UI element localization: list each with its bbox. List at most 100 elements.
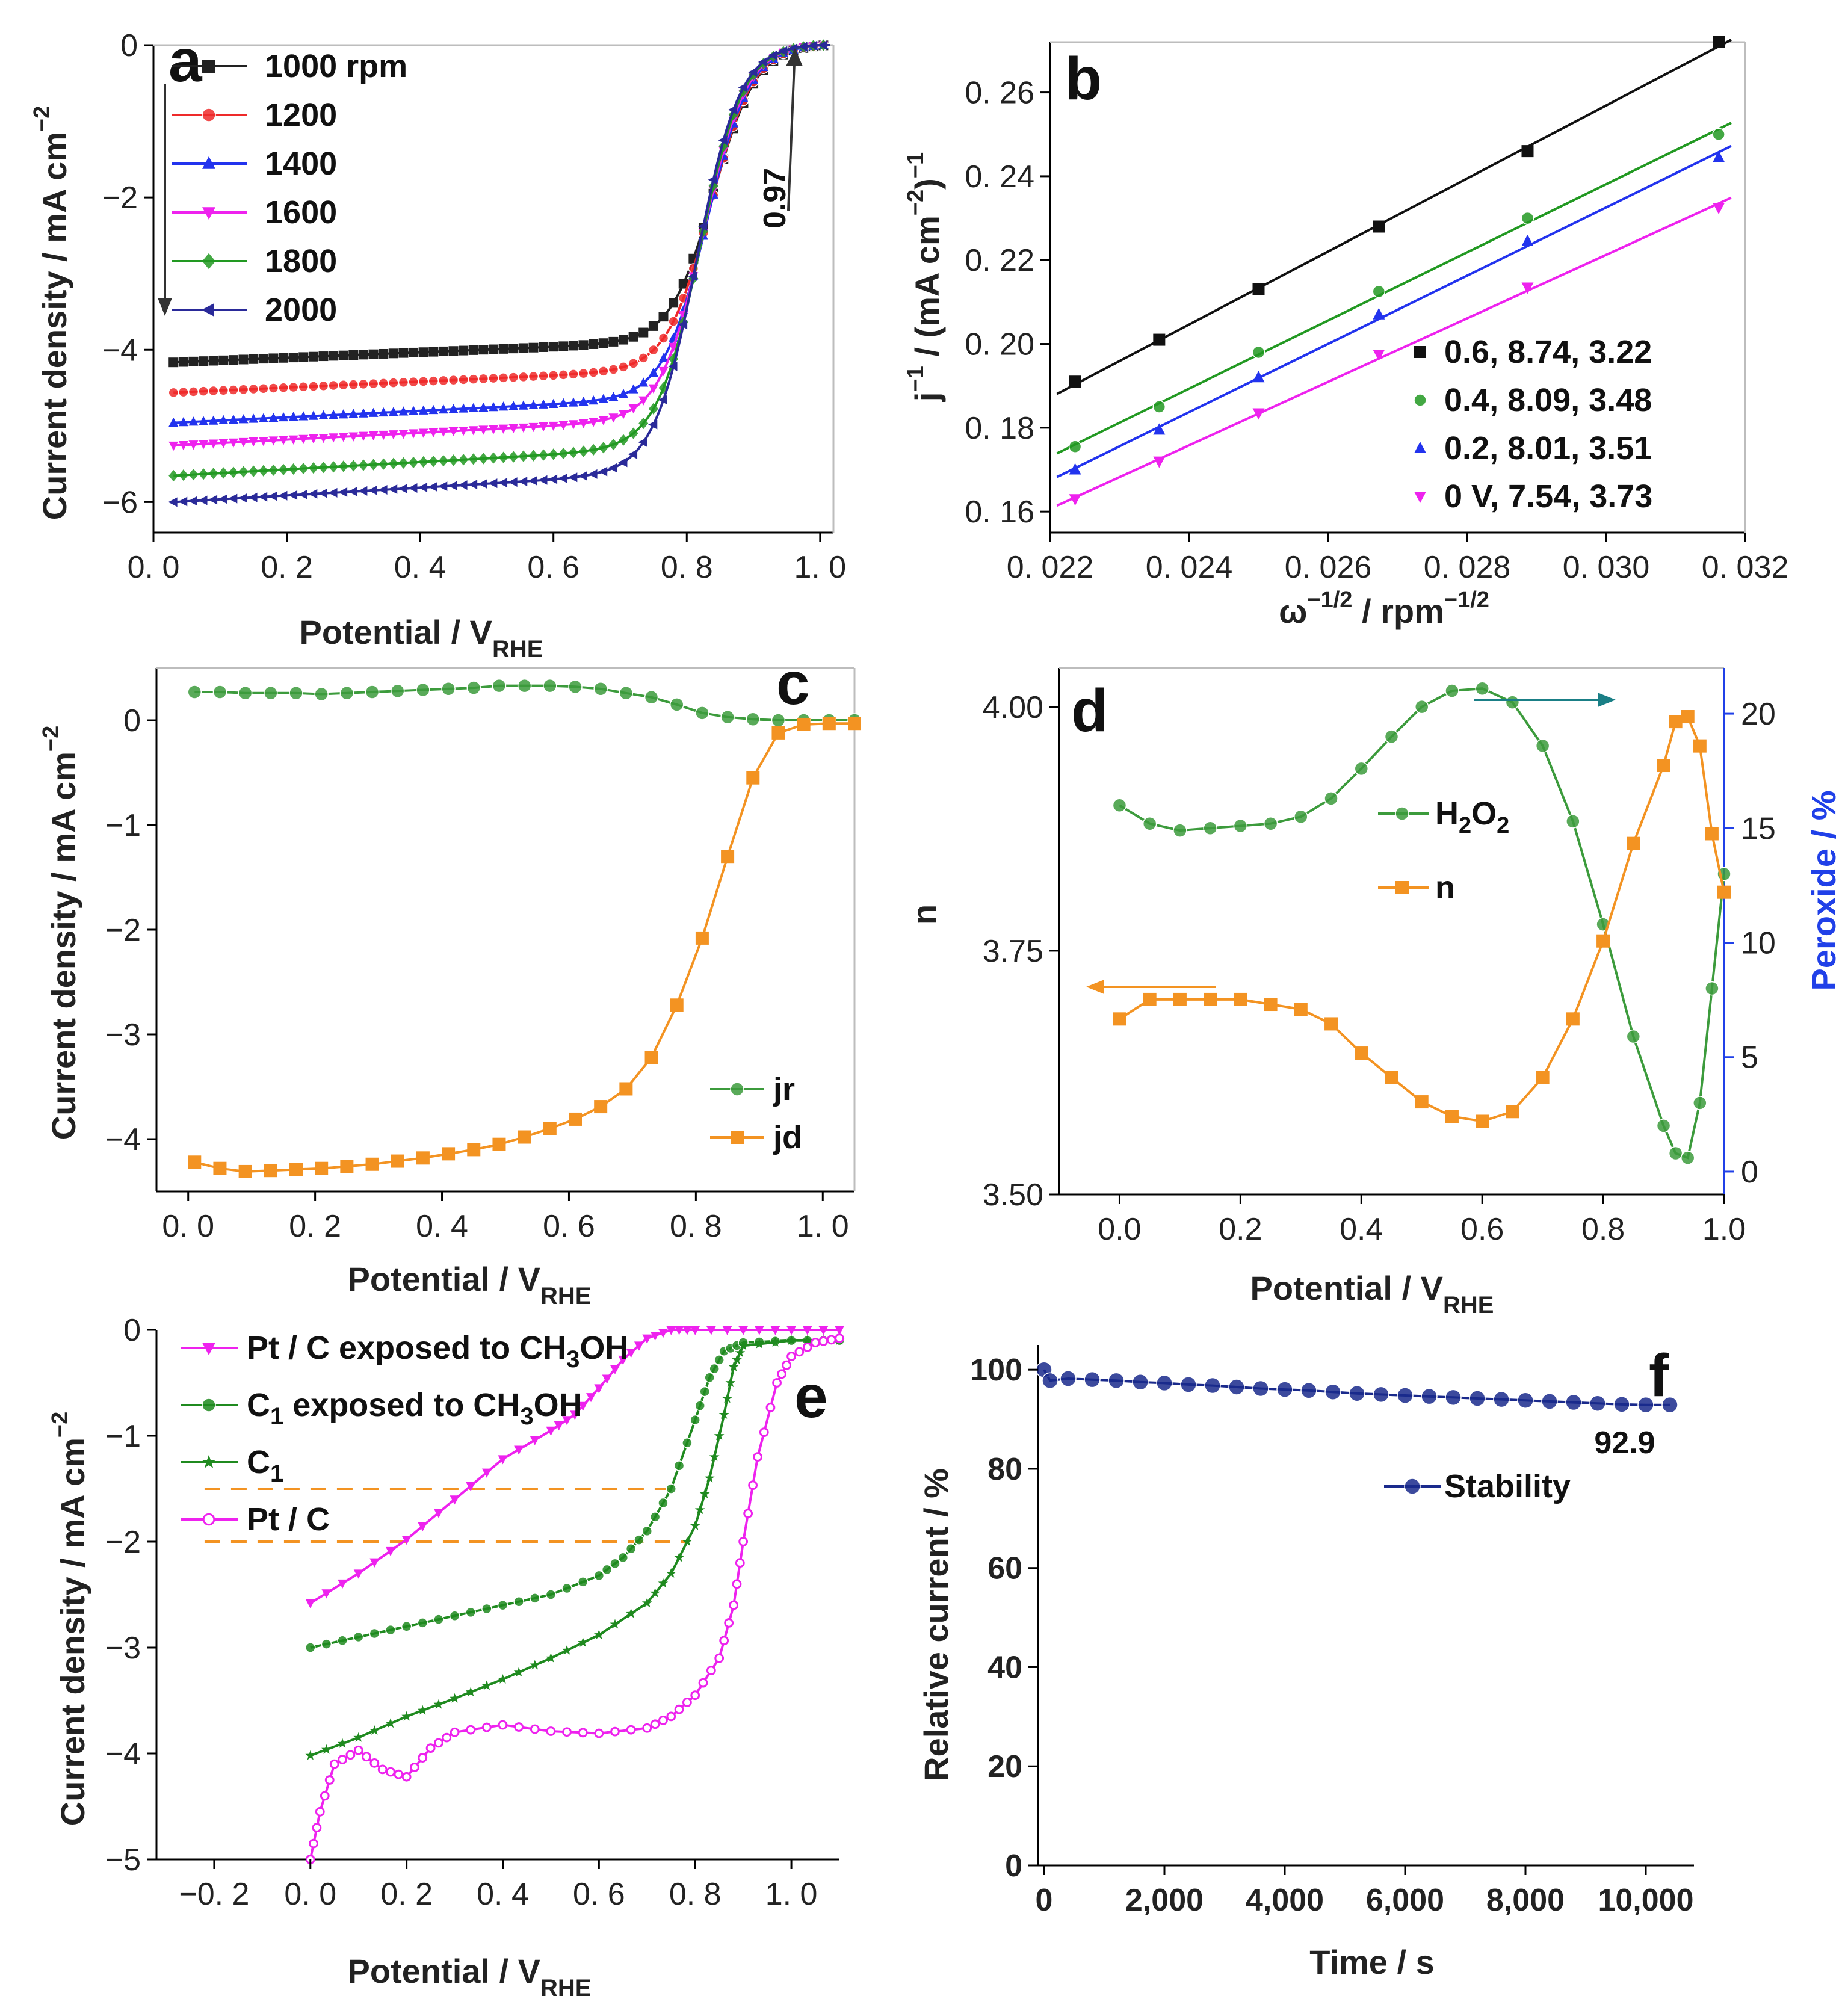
x-tick-label: 0. 030 [1563, 550, 1650, 585]
data-point [690, 1414, 700, 1426]
data-point [543, 1122, 557, 1135]
data-point [1373, 1386, 1389, 1403]
data-point [562, 1416, 572, 1426]
data-point [1349, 1385, 1365, 1402]
data-point [753, 1452, 763, 1462]
data-point [238, 414, 249, 424]
data-point [722, 1326, 732, 1335]
data-point [338, 350, 348, 360]
data-point [268, 353, 279, 363]
data-point [628, 404, 638, 414]
data-point [305, 1642, 316, 1653]
data-point [650, 1587, 660, 1598]
data-point [353, 1732, 364, 1742]
y-tick-label: 60 [987, 1551, 1022, 1586]
x-tick-label: 0. 032 [1702, 550, 1789, 585]
legend-marker [202, 253, 215, 270]
data-point [658, 366, 669, 377]
data-point [228, 438, 238, 448]
data-point [738, 1326, 749, 1335]
data-point [1373, 307, 1385, 320]
data-point [1475, 681, 1489, 696]
data-point [498, 451, 508, 463]
data-point [682, 1698, 692, 1707]
data-point [754, 1338, 765, 1349]
data-point [218, 415, 229, 424]
panel-a-onset-label: 0.97 [758, 168, 793, 229]
data-point [238, 437, 249, 448]
data-point [450, 1495, 460, 1505]
data-point [1276, 1381, 1293, 1398]
data-point [598, 442, 608, 454]
x-tick-label: 0. 6 [543, 1209, 595, 1244]
data-point [288, 412, 298, 421]
x-tick-label: 6,000 [1366, 1883, 1444, 1918]
data-point [658, 333, 669, 344]
data-point [610, 1558, 620, 1569]
data-point [488, 478, 498, 489]
data-point [628, 427, 638, 439]
data-point [625, 1543, 637, 1554]
series-line-2 [310, 1339, 839, 1757]
data-point [802, 1335, 813, 1345]
data-point [409, 429, 419, 439]
data-point [1112, 798, 1127, 813]
data-point [450, 1693, 460, 1703]
data-point [811, 1338, 820, 1348]
data-point [658, 1497, 669, 1509]
data-point [743, 1509, 753, 1518]
data-point [530, 1724, 540, 1734]
data-point [385, 1546, 395, 1557]
data-point [258, 383, 269, 394]
data-point [1445, 1389, 1462, 1406]
data-point [468, 453, 478, 465]
data-point [353, 1631, 364, 1643]
y-tick-label: −4 [102, 333, 138, 368]
data-point [1204, 1377, 1221, 1394]
data-point [329, 433, 339, 443]
data-point [298, 352, 309, 362]
y-tick-label: 0. 24 [965, 159, 1034, 194]
data-point [289, 1163, 303, 1176]
data-point [568, 397, 578, 407]
data-point [308, 489, 318, 499]
data-point [513, 1596, 524, 1607]
data-point [530, 1660, 540, 1670]
y2-tick-label: 0 [1741, 1155, 1758, 1190]
y-tick-label: 0. 16 [965, 495, 1034, 530]
data-point [548, 474, 558, 484]
y-tick-label: 40 [987, 1650, 1022, 1685]
data-point [578, 1401, 588, 1411]
data-point [648, 419, 658, 430]
data-point [377, 1764, 388, 1775]
y2-tick-label: 15 [1741, 811, 1776, 846]
y-tick-label: 100 [970, 1353, 1022, 1388]
data-point [338, 460, 348, 472]
y-tick-label: 0 [1005, 1849, 1022, 1883]
legend-label-part: Pt / C exposed to CH [247, 1330, 566, 1366]
data-point [481, 1468, 492, 1478]
data-point [528, 400, 539, 409]
x-tick-label: 1.0 [1702, 1212, 1746, 1247]
data-point [658, 1578, 669, 1588]
y-tick-label: 0 [123, 1313, 141, 1348]
data-point [518, 477, 528, 487]
data-point [528, 475, 537, 486]
data-point [1113, 1012, 1126, 1026]
data-point [619, 335, 629, 345]
data-point [1681, 710, 1695, 724]
x-tick-label: 0.2 [1219, 1212, 1262, 1247]
data-point [321, 1589, 332, 1599]
data-point [528, 450, 539, 462]
data-point [818, 1326, 829, 1335]
y-tick-label: −2 [105, 1525, 141, 1560]
data-point [618, 457, 628, 468]
data-point [728, 1361, 739, 1371]
data-point [378, 484, 388, 495]
x-tick-label: −0. 2 [179, 1877, 249, 1912]
data-point [345, 1750, 356, 1760]
legend-label-part: Pt / C [247, 1501, 330, 1537]
data-point [619, 434, 629, 446]
data-point [608, 463, 617, 473]
data-point [249, 437, 259, 447]
